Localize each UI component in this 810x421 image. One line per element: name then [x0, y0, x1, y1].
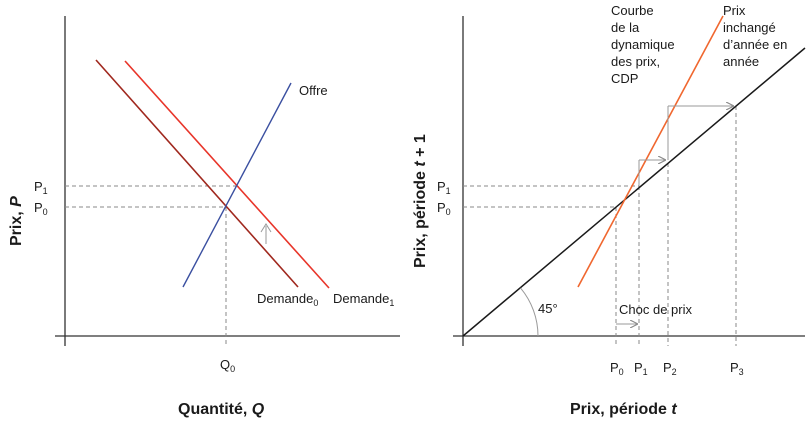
cdp-line [577, 15, 724, 288]
right-diagram: 45° Choc de prix P1 P0 P0 P1 P2 P3 Courbe d… [412, 3, 806, 418]
right-x-axis-title: Prix, période t [570, 401, 677, 418]
left-diagram: Offre P1 P0 Q0 Demande0 Demande1 Prix, P… [8, 16, 400, 418]
demand1-curve [124, 60, 330, 289]
left-p1-label: P1 [34, 179, 48, 196]
price-shock-label: Choc de prix [619, 302, 692, 317]
unchanged-price-line [462, 47, 806, 337]
demand-shift-arrowhead [260, 223, 272, 233]
supply-curve [182, 82, 292, 288]
supply-label: Offre [299, 83, 328, 98]
right-p1-label: P1 [437, 179, 451, 196]
left-p0-label: P0 [34, 200, 48, 217]
demand0-label: Demande0 [257, 291, 318, 308]
cdp-label: Courbe de la dynamique des prix, CDP [611, 3, 678, 86]
demand0-curve [95, 59, 299, 288]
left-y-axis-title: Prix, P [8, 196, 25, 246]
right-x-tick-p0: P0 [610, 360, 624, 377]
unchanged-price-label: Prix inchangé d’année en année [723, 3, 791, 69]
right-x-tick-p1: P1 [634, 360, 648, 377]
right-y-axis-title: Prix, période t + 1 [412, 134, 429, 268]
right-x-tick-p3: P3 [730, 360, 744, 377]
right-x-tick-p2: P2 [663, 360, 677, 377]
right-x-tick-labels: P0 P1 P2 P3 [610, 360, 744, 377]
left-x-axis-title: Quantité, Q [178, 401, 265, 418]
demand1-label: Demande1 [333, 291, 394, 308]
left-q0-label: Q0 [220, 357, 235, 374]
angle-label: 45° [538, 301, 558, 316]
angle-arc [520, 287, 539, 337]
right-p0-label: P0 [437, 200, 451, 217]
